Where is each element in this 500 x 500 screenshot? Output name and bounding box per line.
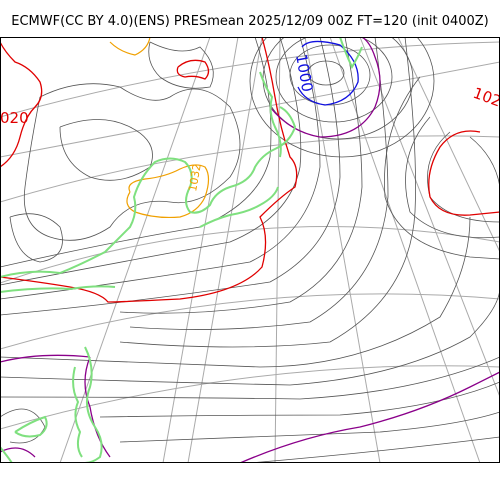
isobar (9, 213, 63, 263)
isobar (59, 119, 153, 181)
red-isobar-1020-west (0, 37, 298, 303)
coastline (259, 71, 282, 158)
orange-isobar-1032 (126, 164, 210, 219)
isobar (119, 411, 500, 443)
coastline (72, 366, 83, 458)
blue-isobar-1000 (297, 40, 359, 106)
meridian-line (397, 37, 500, 253)
isobar (0, 37, 272, 268)
isobar (129, 37, 389, 330)
isobar (148, 41, 214, 89)
meridian-line (274, 37, 281, 463)
coastline (14, 415, 48, 438)
isobar (119, 37, 416, 348)
isobar (0, 216, 471, 368)
isobar (99, 381, 500, 418)
label-1000: 1000 (292, 53, 316, 94)
red-isobar-nw (0, 41, 43, 168)
meridian-line (162, 37, 239, 463)
label-1020-left: 020 (0, 109, 29, 127)
label-1020-right: 1020 (471, 84, 500, 114)
coastline (0, 106, 297, 278)
meridian-line (359, 37, 500, 398)
latitude-line (0, 41, 500, 118)
meridian-line (59, 37, 211, 463)
coastline (84, 346, 103, 463)
pressure-map: 1000 1020 020 1032 (0, 37, 500, 463)
coastline (339, 37, 363, 70)
isobar (427, 131, 500, 223)
latitude-line (0, 365, 500, 430)
red-isobars (0, 37, 500, 303)
isobar (23, 83, 241, 241)
coastline (0, 285, 116, 293)
isobar (249, 436, 500, 463)
chart-title: ECMWF(CC BY 4.0)(ENS) PRESmean 2025/12/0… (11, 14, 489, 29)
isobar (289, 44, 371, 106)
red-isobar-1020-east (428, 130, 500, 216)
coastline (199, 186, 279, 228)
isobar (0, 37, 321, 300)
isobar (0, 408, 46, 444)
isobar (307, 60, 345, 86)
isobar (0, 356, 500, 400)
coastline (0, 446, 13, 463)
coastlines (0, 37, 363, 463)
orange-isobar-north (109, 37, 151, 56)
orange-isobars (109, 37, 210, 219)
isobars (0, 37, 500, 463)
isobar (384, 76, 500, 260)
meridian-line (0, 61, 500, 158)
isobar (0, 37, 341, 316)
latitude-line (0, 226, 500, 284)
label-1032: 1032 (186, 163, 204, 193)
isobar (119, 37, 363, 314)
latitude-line (0, 293, 500, 350)
meridian-line (304, 37, 381, 463)
isobar (275, 37, 393, 123)
lat-lon-grid (0, 37, 500, 463)
purple-isobar-north (269, 37, 381, 138)
isobar (0, 286, 500, 386)
latitude-line (0, 135, 500, 203)
blue-isobars (297, 40, 359, 106)
red-isobar-blob (176, 59, 210, 80)
purple-isobars (0, 37, 500, 463)
meridian-line (329, 37, 481, 463)
isobar (405, 116, 500, 239)
isobar (249, 37, 435, 158)
meridian-line (187, 37, 263, 463)
